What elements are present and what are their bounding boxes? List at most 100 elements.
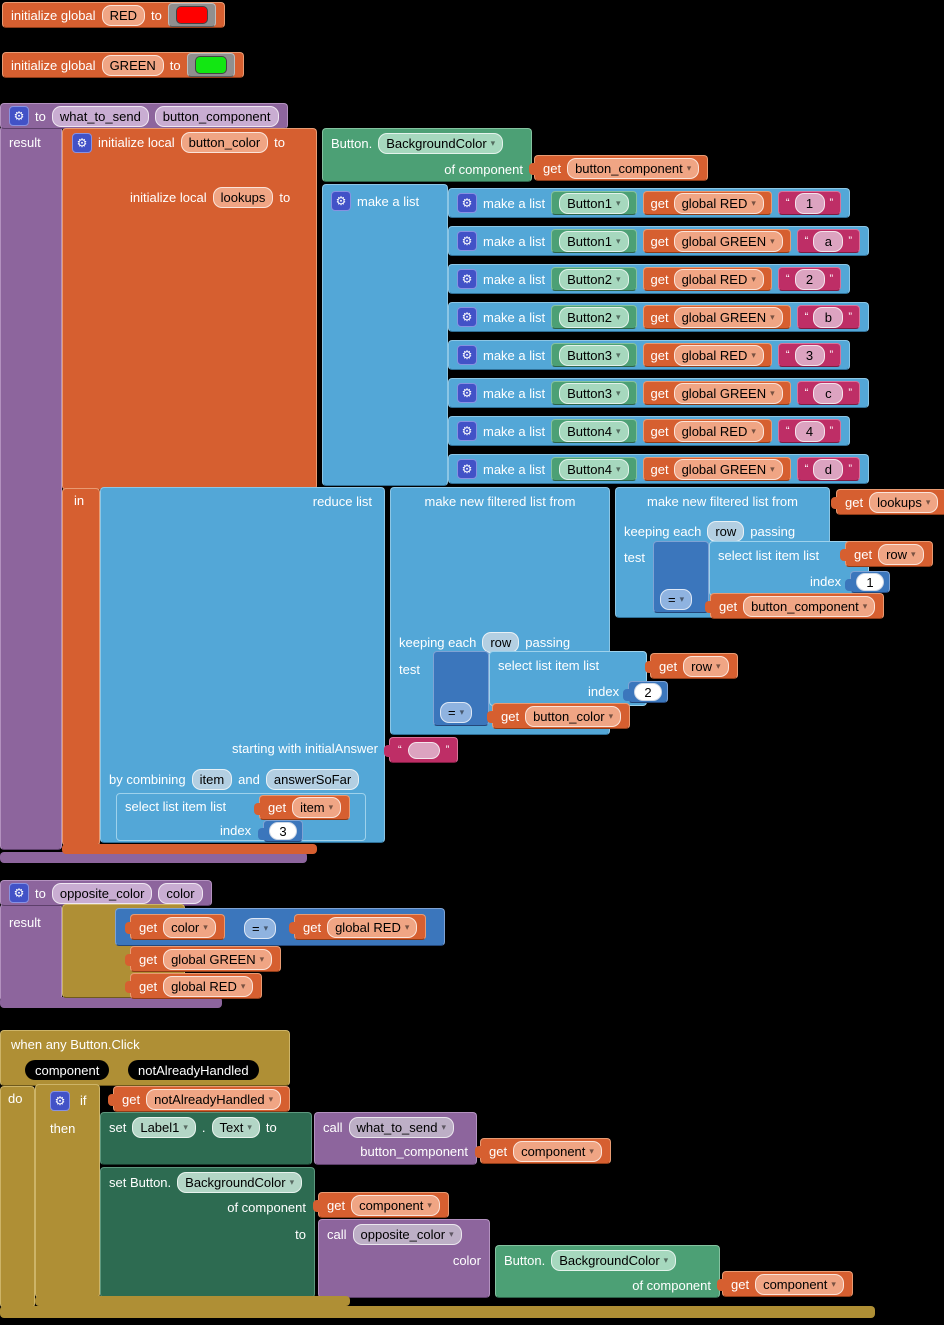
red-color-swatch[interactable] xyxy=(175,6,208,24)
make-a-list-row[interactable]: ⚙ make a list Button1 ▾ get global GREEN ▾ … xyxy=(448,226,869,256)
color-block-green[interactable] xyxy=(186,53,235,77)
text-field[interactable]: d xyxy=(813,458,844,480)
set-button-backgroundcolor-block[interactable]: set Button. BackgroundColor ▾ of componen… xyxy=(100,1167,315,1298)
text-field[interactable]: 2 xyxy=(794,268,825,290)
component-dropdown-field[interactable]: Button2 ▾ xyxy=(559,268,629,290)
variable-dropdown-field[interactable]: lookups ▾ xyxy=(869,491,939,513)
procedure-dropdown-field[interactable]: what_to_send ▾ xyxy=(348,1117,454,1138)
operator-dropdown-field[interactable]: = ▾ xyxy=(244,918,277,939)
variable-dropdown-field[interactable]: row ▾ xyxy=(878,543,924,565)
get-global-green-block[interactable]: get global GREEN ▾ xyxy=(124,946,282,972)
param-badge-row[interactable]: row xyxy=(482,632,520,653)
procedure-name-field[interactable]: what_to_send xyxy=(51,105,149,127)
operator-dropdown-field[interactable]: = ▾ xyxy=(440,702,473,723)
event-param-notalreadyhandled[interactable]: notAlreadyHandled xyxy=(128,1060,259,1080)
get-lookups-block[interactable]: get lookups ▾ xyxy=(830,489,944,515)
variable-dropdown-field[interactable]: global GREEN ▾ xyxy=(673,382,783,404)
mutator-gear-icon[interactable]: ⚙ xyxy=(457,421,477,441)
component-dropdown-field[interactable]: Button1 ▾ xyxy=(559,192,629,214)
variable-dropdown-field[interactable]: component ▾ xyxy=(351,1194,440,1216)
equals-block[interactable]: get color ▾ = ▾ get global RED ▾ xyxy=(115,908,445,946)
get-item-block[interactable]: get item ▾ xyxy=(253,795,351,820)
local-name-field[interactable]: button_color xyxy=(180,132,269,153)
get-row-block[interactable]: get row ▾ xyxy=(840,541,933,567)
component-dropdown-field[interactable]: Button1 ▾ xyxy=(559,230,629,252)
call-opposite-color-block[interactable]: call opposite_color ▾ color xyxy=(318,1219,490,1298)
get-component-block[interactable]: get component ▾ xyxy=(475,1138,611,1164)
make-a-list-outer-block[interactable]: ⚙ make a list xyxy=(322,184,448,486)
variable-dropdown-field[interactable]: color ▾ xyxy=(163,916,216,938)
text-field[interactable]: 4 xyxy=(794,420,825,442)
text-field[interactable] xyxy=(407,741,440,759)
procedure-what-to-send-body[interactable]: result xyxy=(0,126,62,850)
make-a-list-row[interactable]: ⚙ make a list Button3 ▾ get global RED ▾ “3… xyxy=(448,340,851,370)
get-button-component-block[interactable]: get button_component ▾ xyxy=(704,593,885,619)
variable-dropdown-field[interactable]: global RED ▾ xyxy=(673,192,764,214)
get-row-block[interactable]: get row ▾ xyxy=(645,653,738,679)
number-field[interactable]: 1 xyxy=(856,573,884,591)
component-block[interactable]: Button2 ▾ xyxy=(551,267,637,291)
get-notalreadyhandled-block[interactable]: get notAlreadyHandled ▾ xyxy=(107,1086,291,1112)
initialize-local-in-column[interactable]: in xyxy=(62,488,100,846)
select-list-item-block[interactable]: select list item list index 2 xyxy=(489,651,668,706)
get-component-block[interactable]: get component ▾ xyxy=(313,1192,449,1218)
make-a-list-row[interactable]: ⚙ make a list Button3 ▾ get global GREEN ▾ … xyxy=(448,378,869,408)
component-block[interactable]: Button3 ▾ xyxy=(551,343,637,367)
local-name-field[interactable]: lookups xyxy=(212,187,274,208)
component-dropdown-field[interactable]: Button3 ▾ xyxy=(559,344,629,366)
global-name-field[interactable]: GREEN xyxy=(101,54,164,76)
mutator-gear-icon[interactable]: ⚙ xyxy=(457,459,477,479)
variable-dropdown-field[interactable]: component ▾ xyxy=(513,1140,602,1162)
variable-dropdown-field[interactable]: button_component ▾ xyxy=(743,595,876,617)
procedure-what-to-send-header[interactable]: ⚙ to what_to_send button_component xyxy=(0,103,288,129)
number-field[interactable]: 2 xyxy=(634,683,662,701)
mutator-gear-icon[interactable]: ⚙ xyxy=(9,106,29,126)
reduce-list-block[interactable]: reduce list starting with initialAnswer … xyxy=(100,487,385,843)
make-a-list-row[interactable]: ⚙ make a list Button4 ▾ get global RED ▾ “4… xyxy=(448,416,851,446)
variable-dropdown-field[interactable]: global RED ▾ xyxy=(163,975,254,997)
get-button-color-block[interactable]: get button_color ▾ xyxy=(486,703,631,729)
param-badge-row[interactable]: row xyxy=(707,521,745,542)
variable-dropdown-field[interactable]: row ▾ xyxy=(683,655,729,677)
component-block[interactable]: Button4 ▾ xyxy=(551,457,637,481)
initialize-global-green-block[interactable]: initialize global GREEN to xyxy=(2,52,244,78)
component-dropdown-field[interactable]: Button2 ▾ xyxy=(559,306,629,328)
property-dropdown-field[interactable]: BackgroundColor ▾ xyxy=(378,133,504,154)
select-list-item-block[interactable]: select list item list get item ▾ index 3 xyxy=(116,793,366,842)
component-dropdown-field[interactable]: Button4 ▾ xyxy=(559,420,629,442)
text-string-block[interactable]: “d” xyxy=(796,457,860,481)
button-backgroundcolor-getter-block[interactable]: Button. BackgroundColor ▾ of component xyxy=(322,128,532,182)
get-global-block[interactable]: get global GREEN ▾ xyxy=(642,229,791,253)
variable-dropdown-field[interactable]: component ▾ xyxy=(755,1273,844,1295)
procedure-opposite-color-body[interactable]: result xyxy=(0,904,62,1002)
get-global-block[interactable]: get global RED ▾ xyxy=(642,419,772,443)
equals-block[interactable]: = ▾ xyxy=(433,651,489,726)
number-field[interactable]: 3 xyxy=(269,822,297,840)
global-name-field[interactable]: RED xyxy=(101,4,146,26)
component-dropdown-field[interactable]: Label1 ▾ xyxy=(132,1117,196,1138)
mutator-gear-icon[interactable]: ⚙ xyxy=(50,1091,70,1111)
component-block[interactable]: Button4 ▾ xyxy=(551,419,637,443)
get-global-block[interactable]: get global RED ▾ xyxy=(642,267,772,291)
initialize-local-block[interactable] xyxy=(62,128,317,490)
text-field[interactable]: c xyxy=(813,382,844,404)
component-block[interactable]: Button1 ▾ xyxy=(551,191,637,215)
make-a-list-row[interactable]: ⚙ make a list Button2 ▾ get global RED ▾ “2… xyxy=(448,264,851,294)
call-what-to-send-block[interactable]: call what_to_send ▾ button_component xyxy=(314,1112,477,1165)
component-block[interactable]: Button2 ▾ xyxy=(551,305,637,329)
mutator-gear-icon[interactable]: ⚙ xyxy=(331,191,351,211)
get-global-red-block[interactable]: get global RED ▾ xyxy=(124,973,263,999)
procedure-opposite-color-header[interactable]: ⚙ to opposite_color color xyxy=(0,880,212,906)
property-dropdown-field[interactable]: BackgroundColor ▾ xyxy=(551,1250,677,1271)
mutator-gear-icon[interactable]: ⚙ xyxy=(457,193,477,213)
filter-list-block-inner[interactable]: make new filtered list from keeping each… xyxy=(390,487,668,735)
mutator-gear-icon[interactable]: ⚙ xyxy=(457,307,477,327)
param-badge-item[interactable]: item xyxy=(191,769,233,790)
if-block[interactable]: ⚙ if then xyxy=(35,1084,100,1298)
param-badge-answersofar[interactable]: answerSoFar xyxy=(265,769,360,790)
initialize-global-red-block[interactable]: initialize global RED to xyxy=(2,2,225,28)
text-string-block[interactable]: “c” xyxy=(796,381,860,405)
variable-dropdown-field[interactable]: global GREEN ▾ xyxy=(673,306,783,328)
get-component-block[interactable]: get component ▾ xyxy=(717,1271,853,1297)
green-color-swatch[interactable] xyxy=(194,56,227,74)
